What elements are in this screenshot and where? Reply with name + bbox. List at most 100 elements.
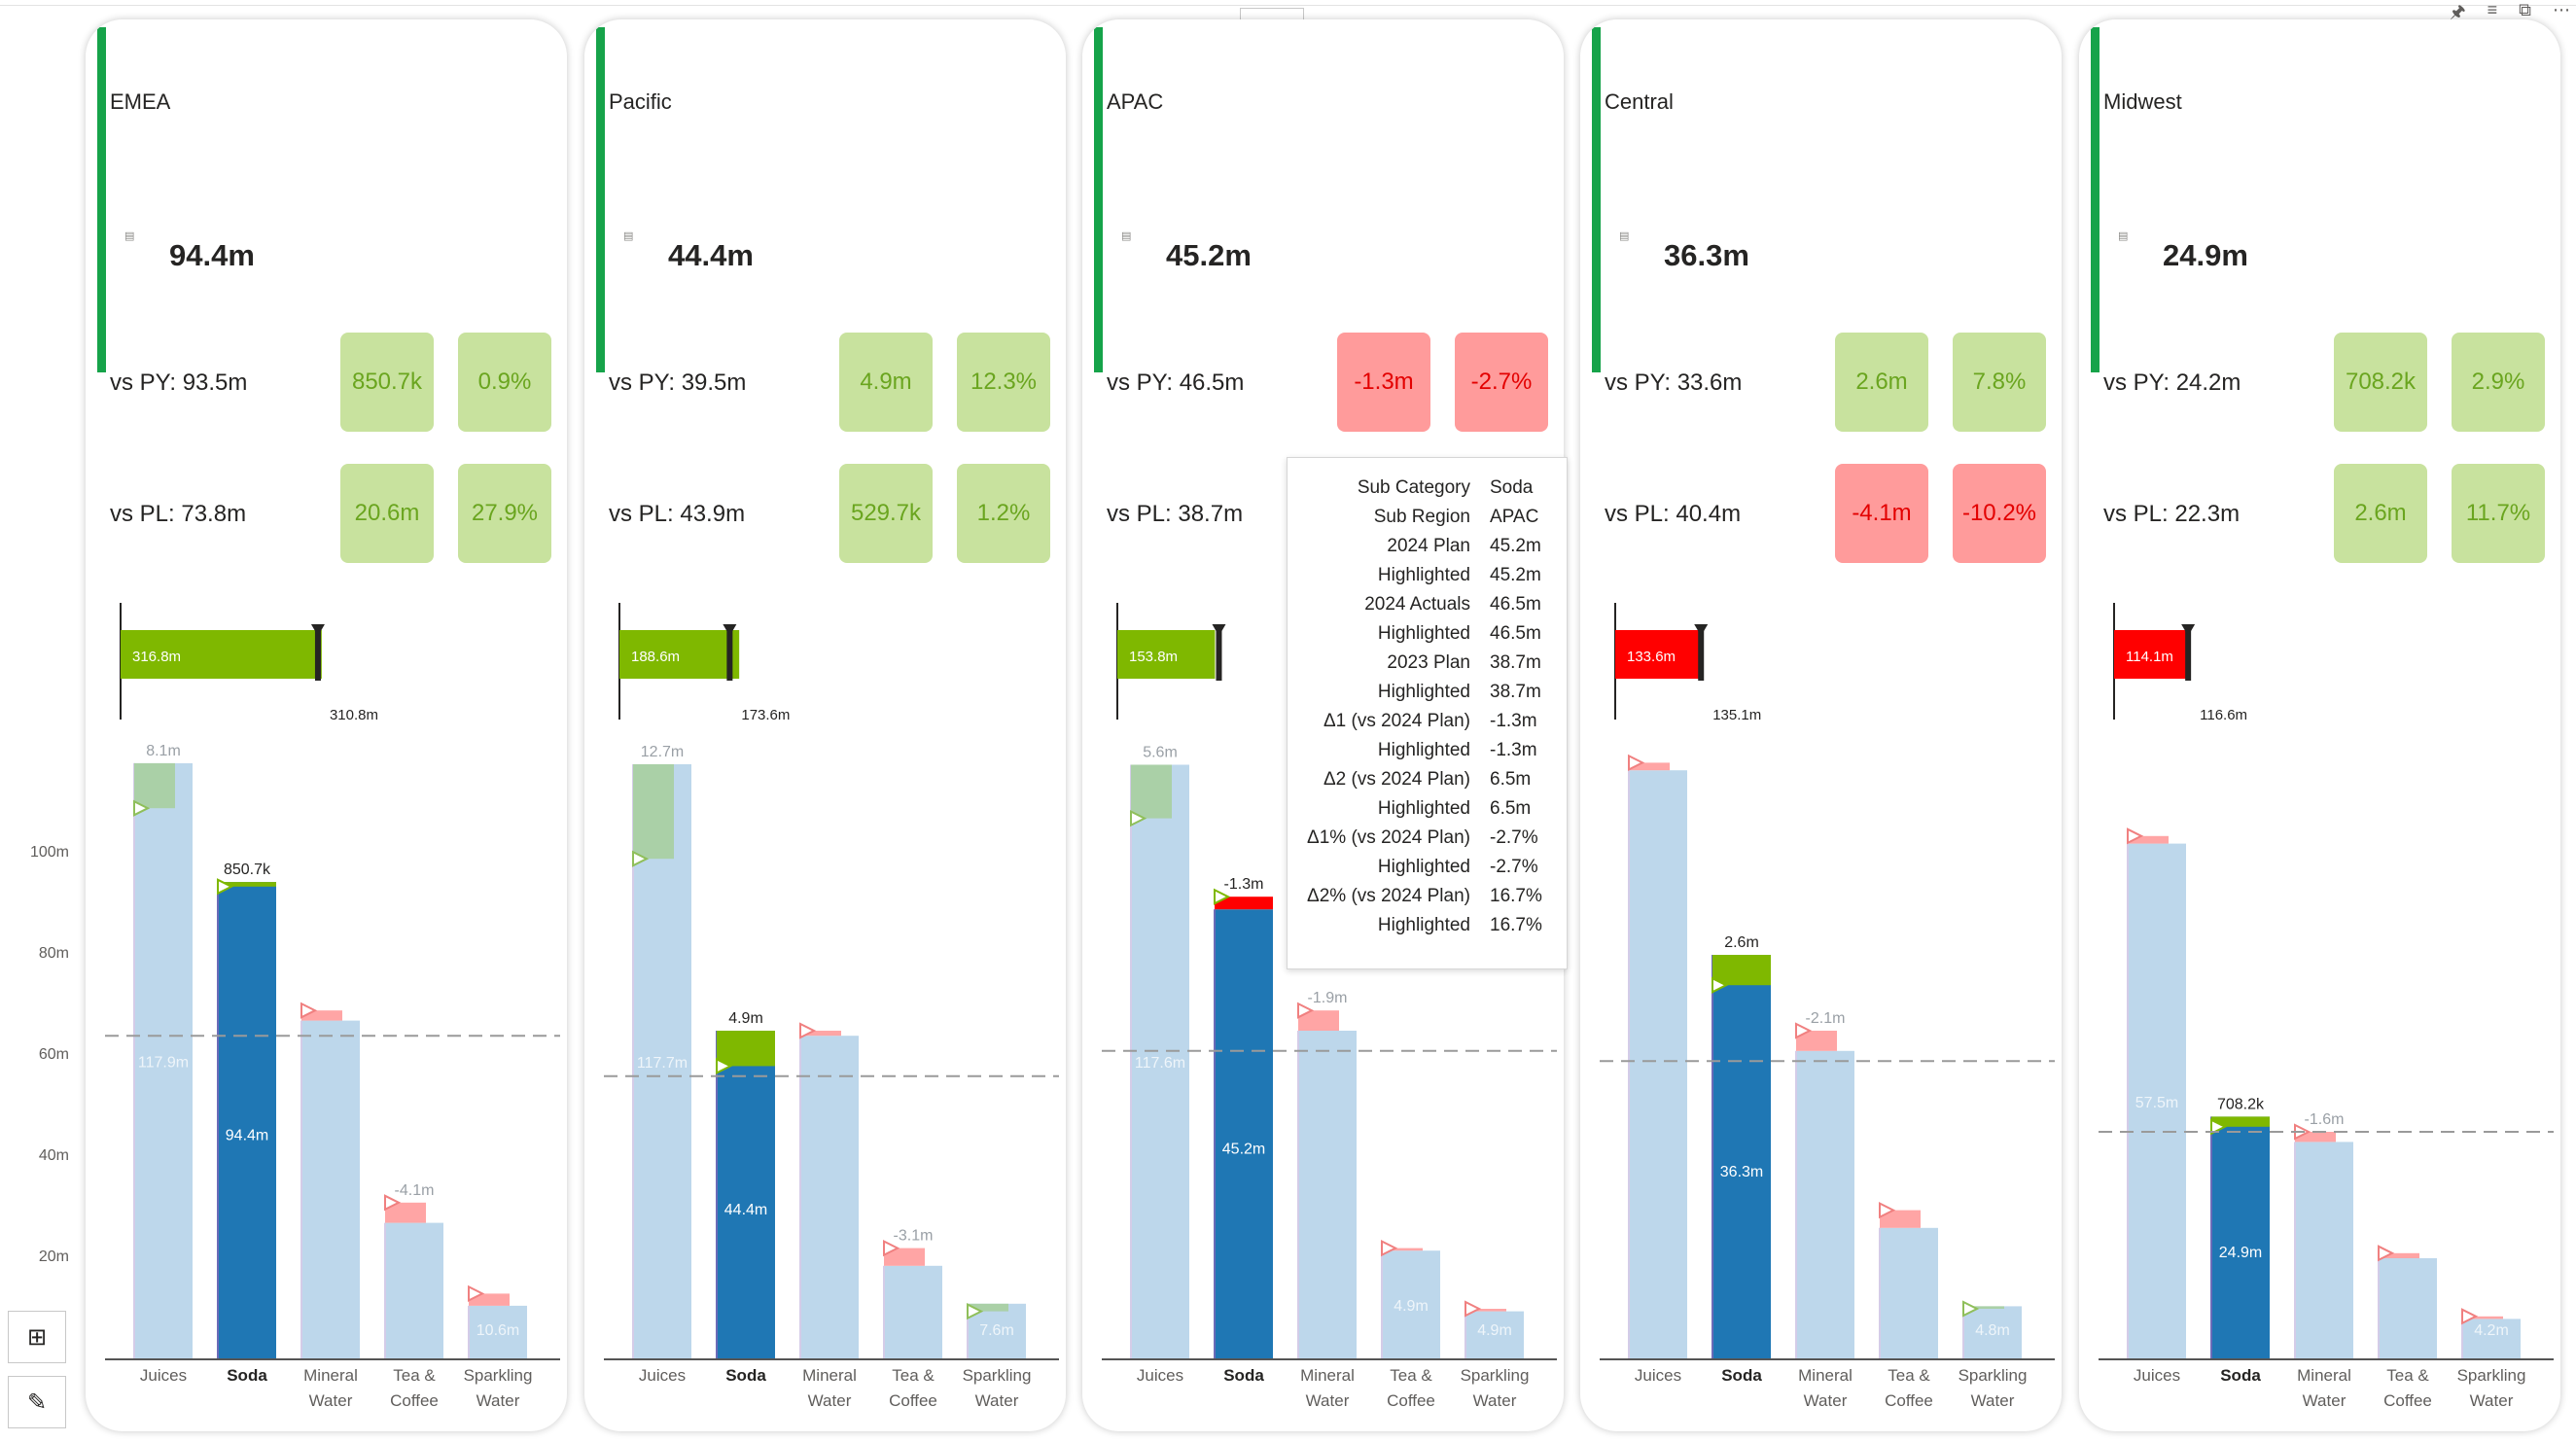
pl-variance-pct[interactable]: 1.2% — [957, 464, 1050, 563]
vs-py-label: vs PY: 93.5m — [110, 369, 248, 396]
tooltip-row: Sub Category Soda — [1288, 477, 1567, 507]
category-label: Water — [309, 1391, 353, 1410]
tooltip-row: 2023 Plan 38.7m — [1288, 652, 1567, 682]
tooltip-key: Highlighted — [1377, 565, 1470, 585]
bar-4 — [469, 1305, 527, 1359]
pl-variance-abs[interactable]: 2.6m — [2334, 464, 2427, 563]
variance-label: 8.1m — [146, 743, 181, 759]
bullet-target-label: 173.6m — [741, 707, 790, 723]
y-tick-label: 80m — [38, 945, 69, 962]
category-label: Coffee — [390, 1391, 439, 1410]
bullet-value-label: 114.1m — [2126, 649, 2173, 665]
category-label: Tea & — [1390, 1366, 1432, 1385]
filter-icon[interactable]: ≡ — [2487, 0, 2498, 19]
pl-variance-pct[interactable]: 27.9% — [458, 464, 551, 563]
category-label: Juices — [2134, 1366, 2180, 1385]
category-label: Coffee — [889, 1391, 937, 1410]
bar-4 — [2462, 1319, 2521, 1359]
focus-mode-icon[interactable]: ⧉ — [2519, 0, 2531, 19]
pl-variance-abs[interactable]: 529.7k — [839, 464, 933, 563]
category-label: Mineral — [1300, 1366, 1355, 1385]
value-label: 117.6m — [1135, 1055, 1185, 1072]
edit-button[interactable]: ✎ — [8, 1376, 66, 1428]
category-label: Mineral — [2297, 1366, 2351, 1385]
marker-triangle — [799, 1022, 817, 1039]
py-variance-abs[interactable]: 2.6m — [1835, 333, 1928, 432]
py-variance-pct[interactable]: 2.9% — [2452, 333, 2545, 432]
bullet-bar — [1615, 630, 1701, 679]
tooltip-value: -2.7% — [1490, 857, 1538, 877]
variance-block — [1382, 1248, 1423, 1251]
variance-block — [1629, 762, 1670, 771]
tooltip-row: Δ1 (vs 2024 Plan) -1.3m — [1288, 711, 1567, 740]
marker-triangle — [967, 1302, 984, 1320]
kpi-value: 36.3m — [1664, 238, 1749, 272]
value-label: 117.7m — [637, 1055, 688, 1072]
marker-triangle — [1464, 1300, 1482, 1318]
tooltip-key: Highlighted — [1377, 740, 1470, 760]
bar-2 — [1796, 1050, 1854, 1359]
pl-variance-abs[interactable]: 20.6m — [340, 464, 434, 563]
py-variance-abs[interactable]: 850.7k — [340, 333, 434, 432]
py-variance-pct[interactable]: 7.8% — [1953, 333, 2046, 432]
grid-icon: ⊞ — [26, 1323, 48, 1351]
marker-triangle — [1962, 1300, 1980, 1318]
py-variance-abs[interactable]: -1.3m — [1337, 333, 1430, 432]
bullet-target-marker — [726, 624, 733, 681]
panel-pacific[interactable]: Pacific ▤ 44.4m vs PY: 39.5m vs PL: 43.9m 4.9… — [584, 19, 1066, 1431]
category-label: Coffee — [2383, 1391, 2432, 1410]
panel-emea[interactable]: EMEA ▤ 94.4m vs PY: 93.5m vs PL: 73.8m 850.7k… — [86, 19, 567, 1431]
variance-block — [884, 1248, 925, 1266]
tooltip-value: -1.3m — [1490, 740, 1537, 760]
pl-variance-pct[interactable]: -10.2% — [1953, 464, 2046, 563]
tooltip-value: 46.5m — [1490, 594, 1541, 615]
category-label: Soda — [227, 1366, 267, 1385]
grid-button[interactable]: ⊞ — [8, 1311, 66, 1363]
pl-variance-abs[interactable]: -4.1m — [1835, 464, 1928, 563]
kpi-value: 44.4m — [668, 238, 754, 272]
tooltip-key: Δ2% (vs 2024 Plan) — [1307, 886, 1470, 906]
bar-1 — [218, 882, 276, 1359]
py-variance-pct[interactable]: 0.9% — [458, 333, 551, 432]
panel-title: Pacific — [609, 89, 672, 114]
variance-block — [633, 763, 674, 860]
kpi-value: 94.4m — [169, 238, 255, 272]
category-label: Water — [1804, 1391, 1848, 1410]
y-tick-label: 20m — [38, 1249, 69, 1265]
bullet-target-marker — [1216, 624, 1222, 681]
y-tick-label: 100m — [29, 844, 69, 861]
pl-variance-pct[interactable]: 11.7% — [2452, 464, 2545, 563]
tooltip-key: Δ2 (vs 2024 Plan) — [1323, 769, 1470, 790]
py-variance-abs[interactable]: 4.9m — [839, 333, 933, 432]
tooltip-value: 16.7% — [1490, 886, 1542, 906]
variance-block — [800, 1031, 841, 1037]
marker-triangle — [468, 1284, 485, 1303]
category-label: Tea & — [2386, 1366, 2429, 1385]
more-options-icon[interactable]: ⋯ — [2553, 0, 2570, 19]
vs-pl-label: vs PL: 22.3m — [2103, 501, 2241, 527]
bar-3 — [884, 1265, 942, 1359]
vs-pl-label: vs PL: 43.9m — [609, 501, 746, 527]
panel-midwest[interactable]: Midwest ▤ 24.9m vs PY: 24.2m vs PL: 22.3m 708… — [2079, 19, 2560, 1431]
marker-triangle — [1297, 1002, 1315, 1019]
marker-triangle — [300, 1002, 318, 1019]
value-label: 45.2m — [1222, 1142, 1265, 1158]
variance-label: 5.6m — [1143, 744, 1178, 760]
vs-py-label: vs PY: 24.2m — [2103, 369, 2241, 396]
bullet-target-marker — [314, 624, 321, 681]
tooltip-row: Highlighted 38.7m — [1288, 682, 1567, 711]
bullet-target-arrow — [1212, 624, 1226, 636]
tooltip-key: Sub Region — [1373, 507, 1470, 527]
panel-title: Midwest — [2103, 89, 2182, 114]
variance-block — [717, 1031, 775, 1067]
tooltip-value: -1.3m — [1490, 711, 1537, 731]
variance-block — [968, 1303, 1008, 1312]
py-variance-pct[interactable]: 12.3% — [957, 333, 1050, 432]
variance-block — [1131, 764, 1172, 819]
pin-icon[interactable]: 🖈 — [2449, 2, 2466, 21]
kpi-icon: ▤ — [1121, 230, 1132, 242]
variance-label: -1.6m — [2305, 1111, 2345, 1128]
py-variance-abs[interactable]: 708.2k — [2334, 333, 2427, 432]
panel-central[interactable]: Central ▤ 36.3m vs PY: 33.6m vs PL: 40.4m 2.6… — [1580, 19, 2062, 1431]
py-variance-pct[interactable]: -2.7% — [1455, 333, 1548, 432]
